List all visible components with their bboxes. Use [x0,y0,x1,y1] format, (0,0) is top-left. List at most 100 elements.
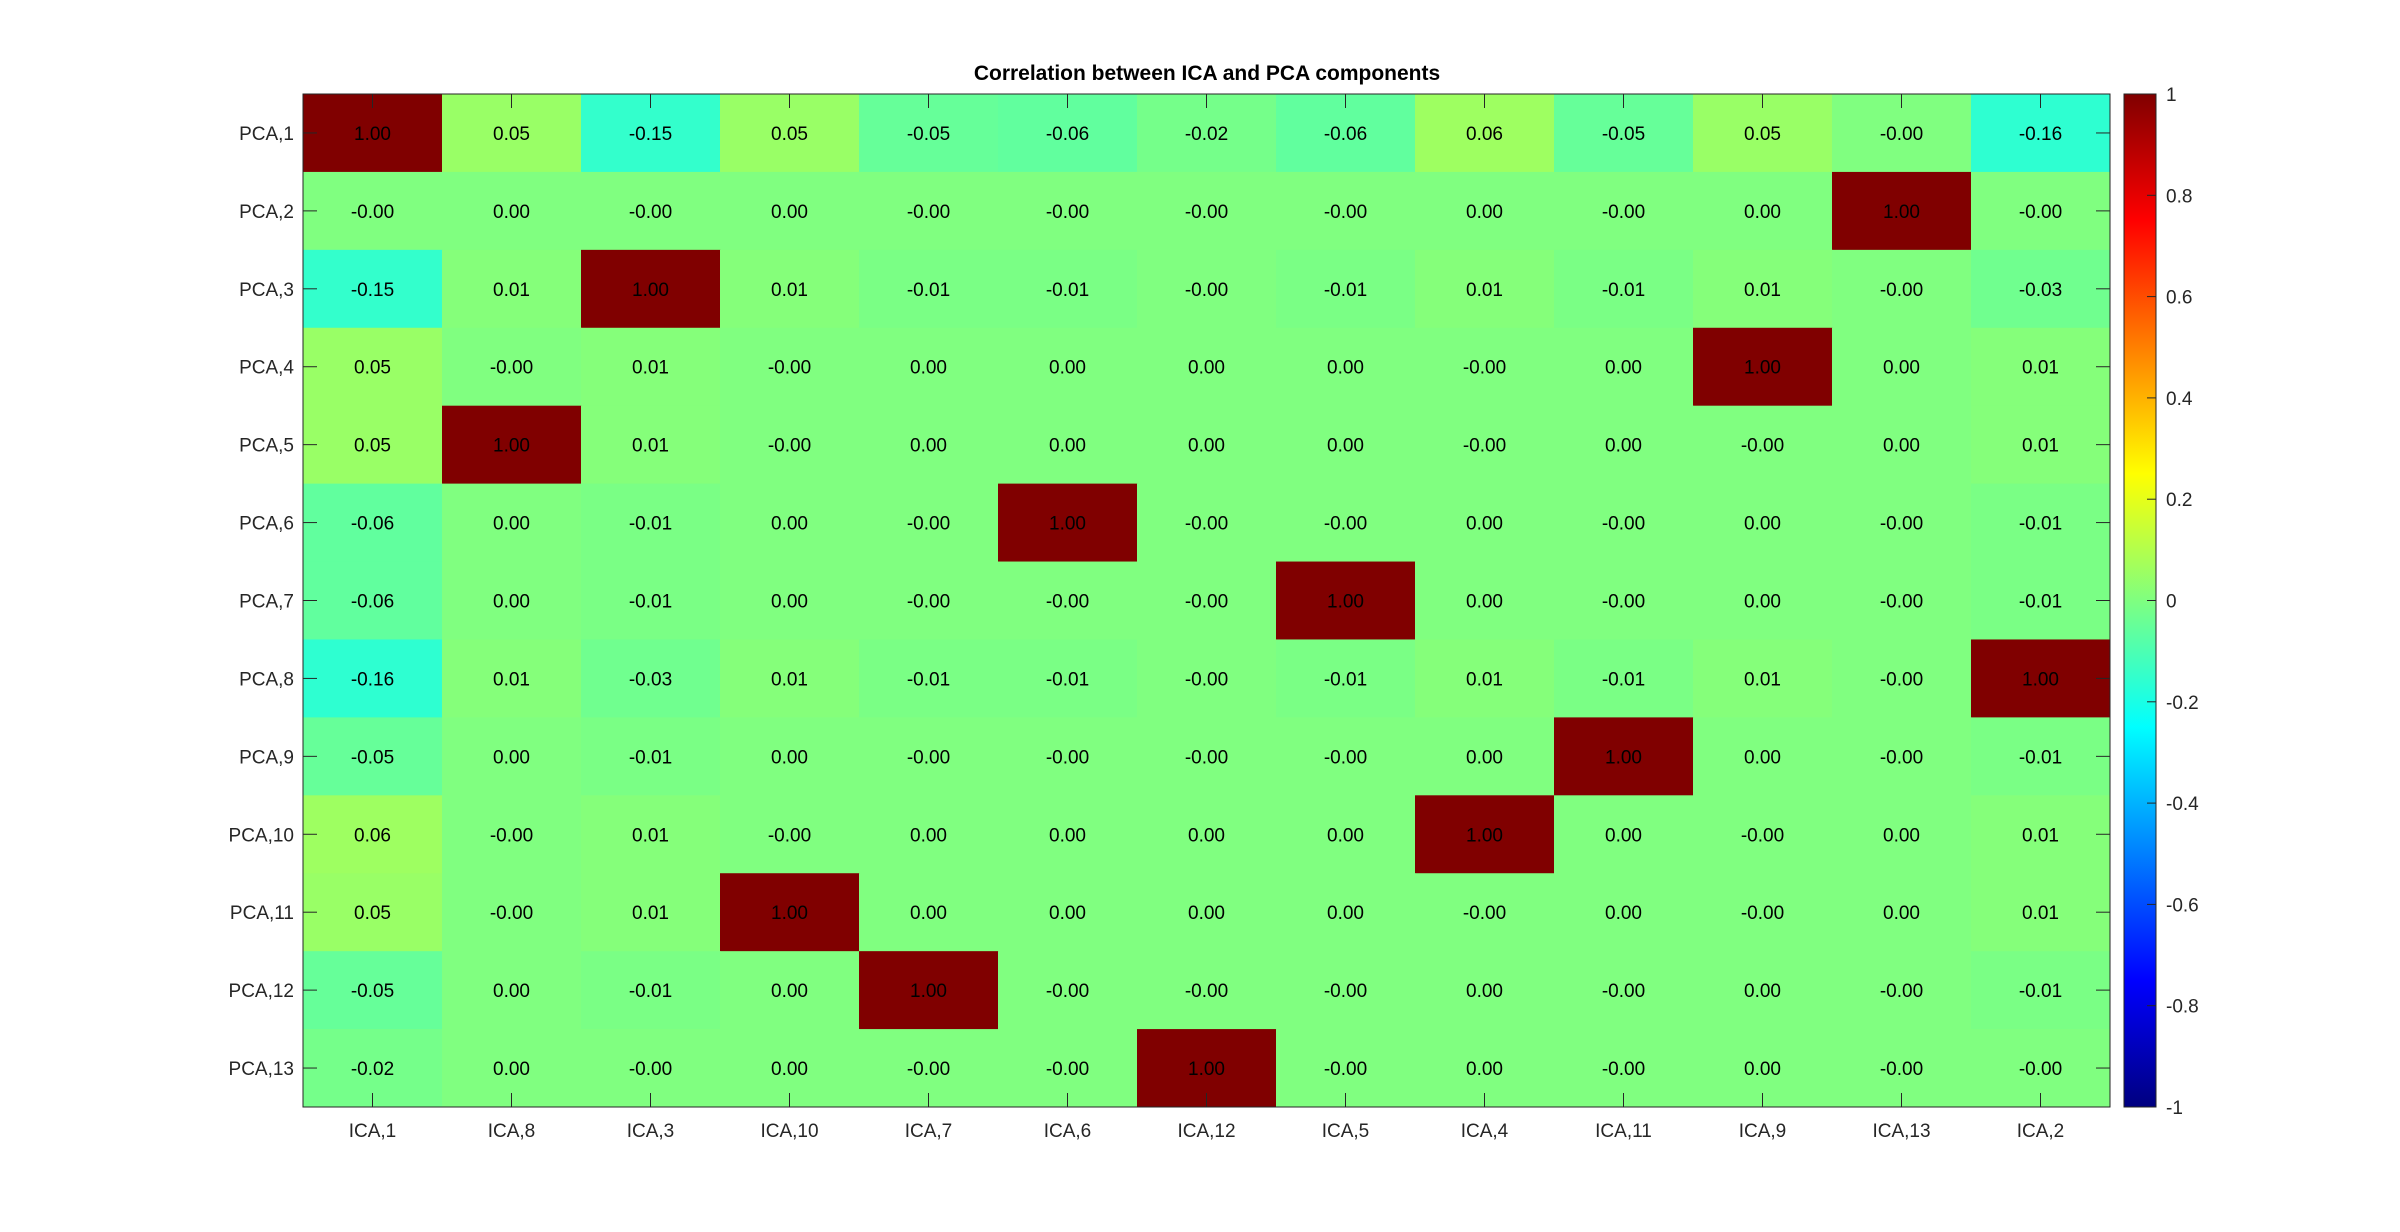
cell-label: 0.00 [1605,825,1642,846]
heatmap-cell [1554,249,1694,329]
cell-label: -0.00 [768,825,811,846]
heatmap-cell [720,249,860,329]
cell-label: -0.01 [907,669,950,690]
cell-label: -0.00 [1741,903,1784,924]
heatmap-cell [442,249,582,329]
heatmap-cell [720,795,860,874]
cell-label: -0.00 [1046,981,1089,1002]
heatmap-cell [1832,795,1972,874]
x-tick-label: ICA,7 [905,1121,953,1142]
cell-label: -0.01 [2019,981,2062,1002]
cell-label: 0.01 [632,825,669,846]
cell-label: -0.05 [1602,124,1645,145]
heatmap-cell [303,483,443,563]
heatmap-cell [1971,873,2111,952]
heatmap-cell [1276,483,1416,563]
heatmap-cell [581,873,721,952]
cell-label: 0.00 [1327,825,1364,846]
heatmap-cell [1693,405,1833,485]
cell-label: 0.00 [1327,358,1364,379]
heatmap-cell [1971,171,2111,251]
cell-label: -0.00 [1602,1059,1645,1080]
cell-label: -0.00 [490,825,533,846]
heatmap-cell [1971,483,2111,563]
cell-label: -0.03 [629,669,672,690]
heatmap-cell [720,405,860,485]
x-tick-label: ICA,12 [1177,1121,1235,1142]
cell-label: -0.00 [1324,981,1367,1002]
cell-label: 0.01 [493,669,530,690]
y-tick-label: PCA,11 [230,903,294,924]
heatmap-cell [998,171,1138,251]
heatmap-cell [1276,561,1416,640]
x-tick-label: ICA,4 [1461,1121,1509,1142]
cell-label: 1.00 [1188,1059,1225,1080]
cell-label: -0.00 [1324,202,1367,223]
heatmap-cell [581,795,721,874]
heatmap-cell [1971,795,2111,874]
x-tick-label: ICA,6 [1044,1121,1092,1142]
heatmap-cells: 1.00 0.05 -0.15 0.05 -0.05 -0.06 -0.02 -0.06 0.0… [303,94,2111,1108]
cell-label: -0.00 [629,1059,672,1080]
cell-label: -0.03 [2019,280,2062,301]
heatmap-cell [998,483,1138,563]
y-tick-label: PCA,7 [239,592,294,613]
heatmap-cell [1554,483,1694,563]
colorbar-tick-label: -0.2 [2166,693,2199,714]
cell-label: 0.01 [1744,280,1781,301]
cell-label: 0.00 [493,747,530,768]
cell-label: 1.00 [1744,358,1781,379]
cell-label: -0.00 [1880,280,1923,301]
heatmap-cell [720,561,860,640]
cell-label: -0.01 [2019,514,2062,535]
heatmap-cell [442,483,582,563]
heatmap-cell [1832,249,1972,329]
heatmap-cell [1693,249,1833,329]
cell-label: 0.00 [771,514,808,535]
heatmap-cell [1693,171,1833,251]
heatmap-cell [1832,405,1972,485]
heatmap-cell [442,951,582,1030]
cell-label: -0.01 [1324,280,1367,301]
cell-label: 0.01 [493,280,530,301]
cell-label: -0.00 [1185,202,1228,223]
heatmap-cell [581,405,721,485]
heatmap-cell [1554,717,1694,796]
heatmap-cell [1971,327,2111,407]
heatmap-cell [998,717,1138,796]
colorbar-tick-label: 0.6 [2166,288,2192,309]
cell-label: 0.00 [1744,514,1781,535]
cell-label: 0.01 [2022,358,2059,379]
cell-label: -0.01 [1602,669,1645,690]
cell-label: -0.02 [351,1059,394,1080]
cell-label: 1.00 [910,981,947,1002]
colorbar-tick-label: -1 [2166,1098,2183,1119]
y-tick-label: PCA,3 [239,280,294,301]
heatmap-cell [1971,249,2111,329]
heatmap-cell [1415,561,1555,640]
heatmap-cell [720,873,860,952]
heatmap-cell [303,873,443,952]
cell-label: 0.00 [1466,592,1503,613]
cell-label: -0.00 [907,202,950,223]
cell-label: -0.00 [1324,514,1367,535]
x-tick-label: ICA,9 [1739,1121,1787,1142]
heatmap-cell [720,483,860,563]
cell-label: 0.01 [2022,903,2059,924]
cell-label: -0.00 [1046,202,1089,223]
heatmap-cell [1415,795,1555,874]
cell-label: 0.00 [1466,747,1503,768]
heatmap-cell [1554,639,1694,718]
cell-label: -0.16 [2019,124,2062,145]
cell-label: -0.00 [629,202,672,223]
cell-label: -0.00 [1602,202,1645,223]
heatmap-axes: PCA,1 PCA,2 PCA,3 PCA,4 PCA,5 PCA,6 PCA,7 PCA,8… [229,93,2111,1142]
cell-label: -0.06 [1324,124,1367,145]
cell-label: -0.06 [351,592,394,613]
cell-label: 0.00 [1049,903,1086,924]
heatmap-cell [1415,639,1555,718]
cell-label: 0.06 [354,825,391,846]
y-tick-label: PCA,6 [239,514,294,535]
cell-label: 0.01 [632,436,669,457]
cell-label: -0.00 [1185,669,1228,690]
